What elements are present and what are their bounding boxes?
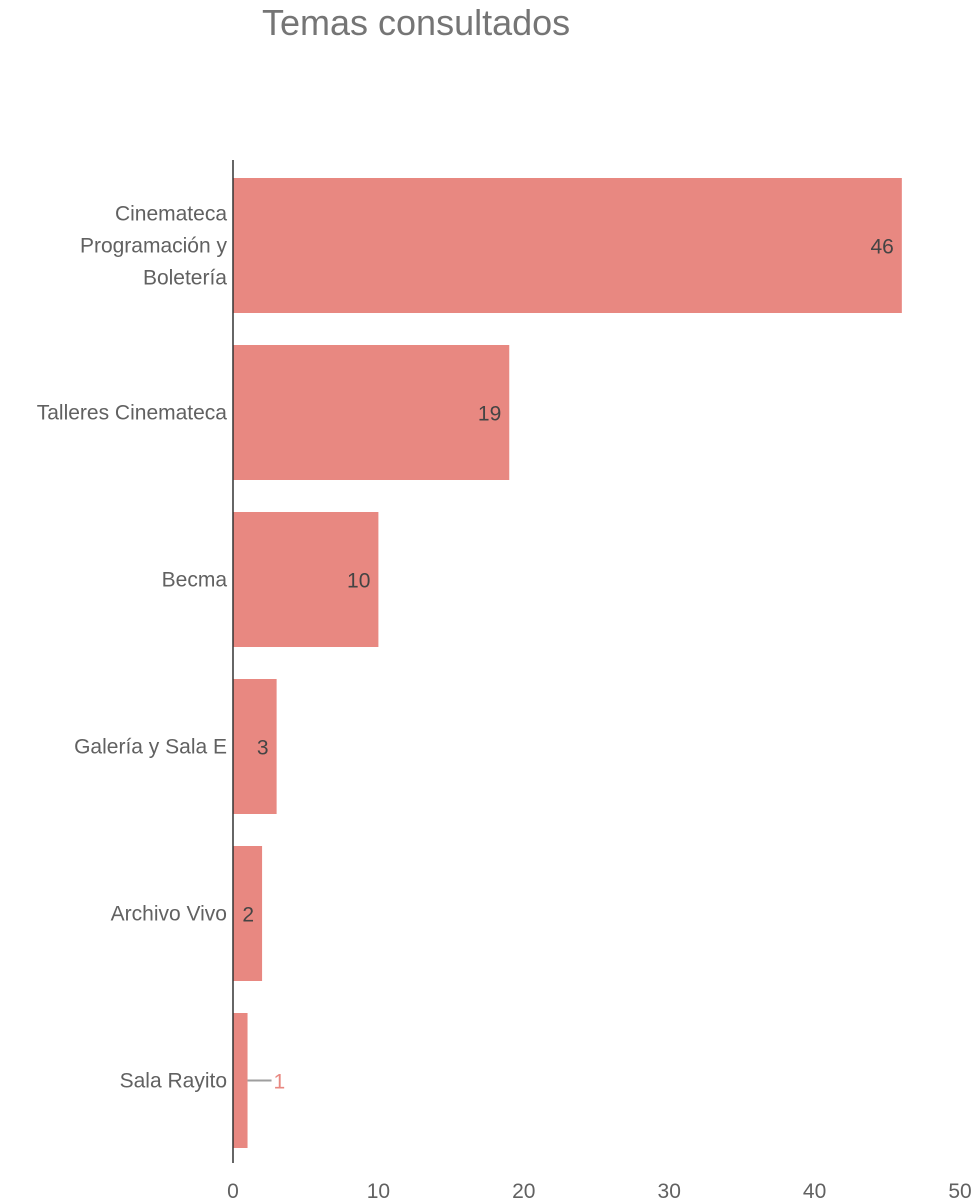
data-label: 10	[347, 570, 370, 593]
category-label: Talleres Cinemateca	[37, 402, 228, 425]
data-label: 19	[478, 403, 501, 426]
bar	[233, 512, 379, 647]
category-label: Boletería	[143, 267, 227, 290]
bar	[233, 178, 902, 313]
bar	[233, 846, 263, 981]
x-tick-label: 20	[512, 1180, 535, 1202]
bar	[233, 1013, 248, 1148]
bar	[233, 345, 510, 480]
bar	[233, 679, 277, 814]
data-label: 3	[257, 737, 269, 760]
category-label: Galería y Sala E	[74, 736, 227, 759]
data-label: 46	[870, 236, 893, 259]
category-label: Programación y	[80, 235, 228, 258]
category-label: Cinemateca	[115, 203, 227, 226]
x-tick-label: 40	[803, 1180, 826, 1202]
x-tick-label: 10	[367, 1180, 390, 1202]
category-label: Becma	[162, 569, 228, 592]
x-tick-label: 30	[658, 1180, 681, 1202]
x-tick-label: 50	[948, 1180, 971, 1202]
data-label: 2	[242, 904, 254, 927]
data-label: 1	[274, 1071, 286, 1094]
chart-title: Temas consultados	[262, 2, 571, 43]
x-tick-label: 0	[227, 1180, 239, 1202]
category-label: Sala Rayito	[120, 1070, 227, 1093]
category-label: Archivo Vivo	[111, 903, 227, 926]
